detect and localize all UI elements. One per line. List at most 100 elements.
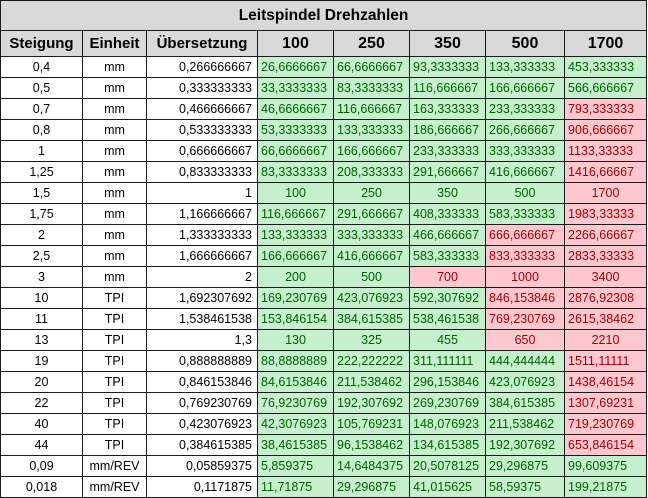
cell-uebersetzung[interactable]: 1 <box>146 182 258 204</box>
cell-speed-350[interactable]: 311,111111 <box>409 350 486 372</box>
cell-speed-100[interactable]: 53,3333333 <box>257 119 334 141</box>
cell-steigung[interactable]: 1 <box>0 140 83 162</box>
cell-speed-350[interactable]: 20,5078125 <box>409 455 486 477</box>
header-einheit[interactable]: Einheit <box>82 30 147 57</box>
cell-uebersetzung[interactable]: 2 <box>146 266 258 288</box>
cell-speed-250[interactable]: 29,296875 <box>333 476 410 498</box>
cell-speed-1700[interactable]: 1983,33333 <box>563 203 648 225</box>
cell-speed-250[interactable]: 66,6666667 <box>333 56 410 78</box>
cell-speed-250[interactable]: 105,769231 <box>333 413 410 435</box>
cell-speed-500[interactable]: 666,666667 <box>485 224 565 246</box>
cell-uebersetzung[interactable]: 0,666666667 <box>146 140 258 162</box>
cell-speed-100[interactable]: 11,71875 <box>257 476 334 498</box>
cell-steigung[interactable]: 2 <box>0 224 83 246</box>
header-uebersetzung[interactable]: Übersetzung <box>146 30 258 57</box>
header-speed-350[interactable]: 350 <box>409 30 486 57</box>
cell-einheit[interactable]: mm <box>82 161 147 183</box>
cell-speed-100[interactable]: 42,3076923 <box>257 413 334 435</box>
cell-speed-350[interactable]: 296,153846 <box>409 371 486 393</box>
cell-speed-500[interactable]: 384,615385 <box>485 392 565 414</box>
cell-einheit[interactable]: mm <box>82 182 147 204</box>
cell-uebersetzung[interactable]: 0,833333333 <box>146 161 258 183</box>
cell-speed-350[interactable]: 592,307692 <box>409 287 486 309</box>
cell-steigung[interactable]: 22 <box>0 392 83 414</box>
cell-speed-100[interactable]: 84,6153846 <box>257 371 334 393</box>
cell-speed-250[interactable]: 250 <box>333 182 410 204</box>
cell-uebersetzung[interactable]: 1,666666667 <box>146 245 258 267</box>
cell-speed-500[interactable]: 133,333333 <box>485 56 565 78</box>
cell-speed-250[interactable]: 325 <box>333 329 410 351</box>
cell-uebersetzung[interactable]: 0,1171875 <box>146 476 258 498</box>
cell-speed-500[interactable]: 266,666667 <box>485 119 565 141</box>
cell-speed-350[interactable]: 163,333333 <box>409 98 486 120</box>
cell-speed-350[interactable]: 148,076923 <box>409 413 486 435</box>
sheet-title[interactable]: Leitspindel Drehzahlen <box>0 0 648 31</box>
cell-speed-500[interactable]: 846,153846 <box>485 287 565 309</box>
cell-uebersetzung[interactable]: 0,05859375 <box>146 455 258 477</box>
cell-speed-250[interactable]: 416,666667 <box>333 245 410 267</box>
cell-speed-500[interactable]: 233,333333 <box>485 98 565 120</box>
cell-einheit[interactable]: mm <box>82 224 147 246</box>
cell-speed-250[interactable]: 192,307692 <box>333 392 410 414</box>
cell-steigung[interactable]: 20 <box>0 371 83 393</box>
cell-speed-350[interactable]: 134,615385 <box>409 434 486 456</box>
cell-speed-100[interactable]: 46,6666667 <box>257 98 334 120</box>
cell-speed-1700[interactable]: 1700 <box>563 182 648 204</box>
cell-steigung[interactable]: 0,018 <box>0 476 83 498</box>
cell-uebersetzung[interactable]: 0,333333333 <box>146 77 258 99</box>
cell-speed-1700[interactable]: 2210 <box>563 329 648 351</box>
cell-speed-250[interactable]: 211,538462 <box>333 371 410 393</box>
cell-speed-250[interactable]: 208,333333 <box>333 161 410 183</box>
cell-speed-500[interactable]: 166,666667 <box>485 77 565 99</box>
cell-speed-350[interactable]: 350 <box>409 182 486 204</box>
cell-einheit[interactable]: TPI <box>82 308 147 330</box>
cell-speed-100[interactable]: 33,3333333 <box>257 77 334 99</box>
cell-einheit[interactable]: TPI <box>82 434 147 456</box>
cell-uebersetzung[interactable]: 0,533333333 <box>146 119 258 141</box>
cell-speed-1700[interactable]: 2833,33333 <box>563 245 648 267</box>
cell-speed-500[interactable]: 58,59375 <box>485 476 565 498</box>
cell-einheit[interactable]: TPI <box>82 350 147 372</box>
cell-einheit[interactable]: TPI <box>82 329 147 351</box>
cell-speed-350[interactable]: 186,666667 <box>409 119 486 141</box>
cell-einheit[interactable]: mm <box>82 98 147 120</box>
cell-speed-1700[interactable]: 199,21875 <box>563 476 648 498</box>
cell-speed-500[interactable]: 29,296875 <box>485 455 565 477</box>
cell-speed-250[interactable]: 333,333333 <box>333 224 410 246</box>
cell-uebersetzung[interactable]: 1,333333333 <box>146 224 258 246</box>
cell-speed-100[interactable]: 133,333333 <box>257 224 334 246</box>
cell-uebersetzung[interactable]: 1,166666667 <box>146 203 258 225</box>
header-steigung[interactable]: Steigung <box>0 30 83 57</box>
cell-steigung[interactable]: 0,09 <box>0 455 83 477</box>
cell-einheit[interactable]: mm <box>82 119 147 141</box>
cell-speed-1700[interactable]: 906,666667 <box>563 119 648 141</box>
cell-speed-100[interactable]: 5,859375 <box>257 455 334 477</box>
cell-speed-100[interactable]: 166,666667 <box>257 245 334 267</box>
cell-steigung[interactable]: 0,4 <box>0 56 83 78</box>
cell-speed-500[interactable]: 211,538462 <box>485 413 565 435</box>
cell-einheit[interactable]: mm/REV <box>82 476 147 498</box>
cell-speed-100[interactable]: 66,6666667 <box>257 140 334 162</box>
cell-speed-1700[interactable]: 453,333333 <box>563 56 648 78</box>
cell-steigung[interactable]: 11 <box>0 308 83 330</box>
cell-speed-250[interactable]: 96,1538462 <box>333 434 410 456</box>
cell-speed-250[interactable]: 384,615385 <box>333 308 410 330</box>
cell-steigung[interactable]: 1,75 <box>0 203 83 225</box>
cell-speed-100[interactable]: 200 <box>257 266 334 288</box>
cell-einheit[interactable]: TPI <box>82 413 147 435</box>
cell-speed-100[interactable]: 130 <box>257 329 334 351</box>
cell-speed-1700[interactable]: 566,666667 <box>563 77 648 99</box>
cell-uebersetzung[interactable]: 1,538461538 <box>146 308 258 330</box>
cell-speed-250[interactable]: 423,076923 <box>333 287 410 309</box>
cell-uebersetzung[interactable]: 1,3 <box>146 329 258 351</box>
cell-uebersetzung[interactable]: 0,384615385 <box>146 434 258 456</box>
cell-speed-500[interactable]: 423,076923 <box>485 371 565 393</box>
cell-speed-1700[interactable]: 1511,11111 <box>563 350 648 372</box>
cell-speed-350[interactable]: 466,666667 <box>409 224 486 246</box>
cell-einheit[interactable]: mm <box>82 77 147 99</box>
cell-uebersetzung[interactable]: 0,769230769 <box>146 392 258 414</box>
cell-speed-100[interactable]: 26,6666667 <box>257 56 334 78</box>
cell-speed-100[interactable]: 38,4615385 <box>257 434 334 456</box>
cell-speed-500[interactable]: 1000 <box>485 266 565 288</box>
cell-steigung[interactable]: 0,7 <box>0 98 83 120</box>
